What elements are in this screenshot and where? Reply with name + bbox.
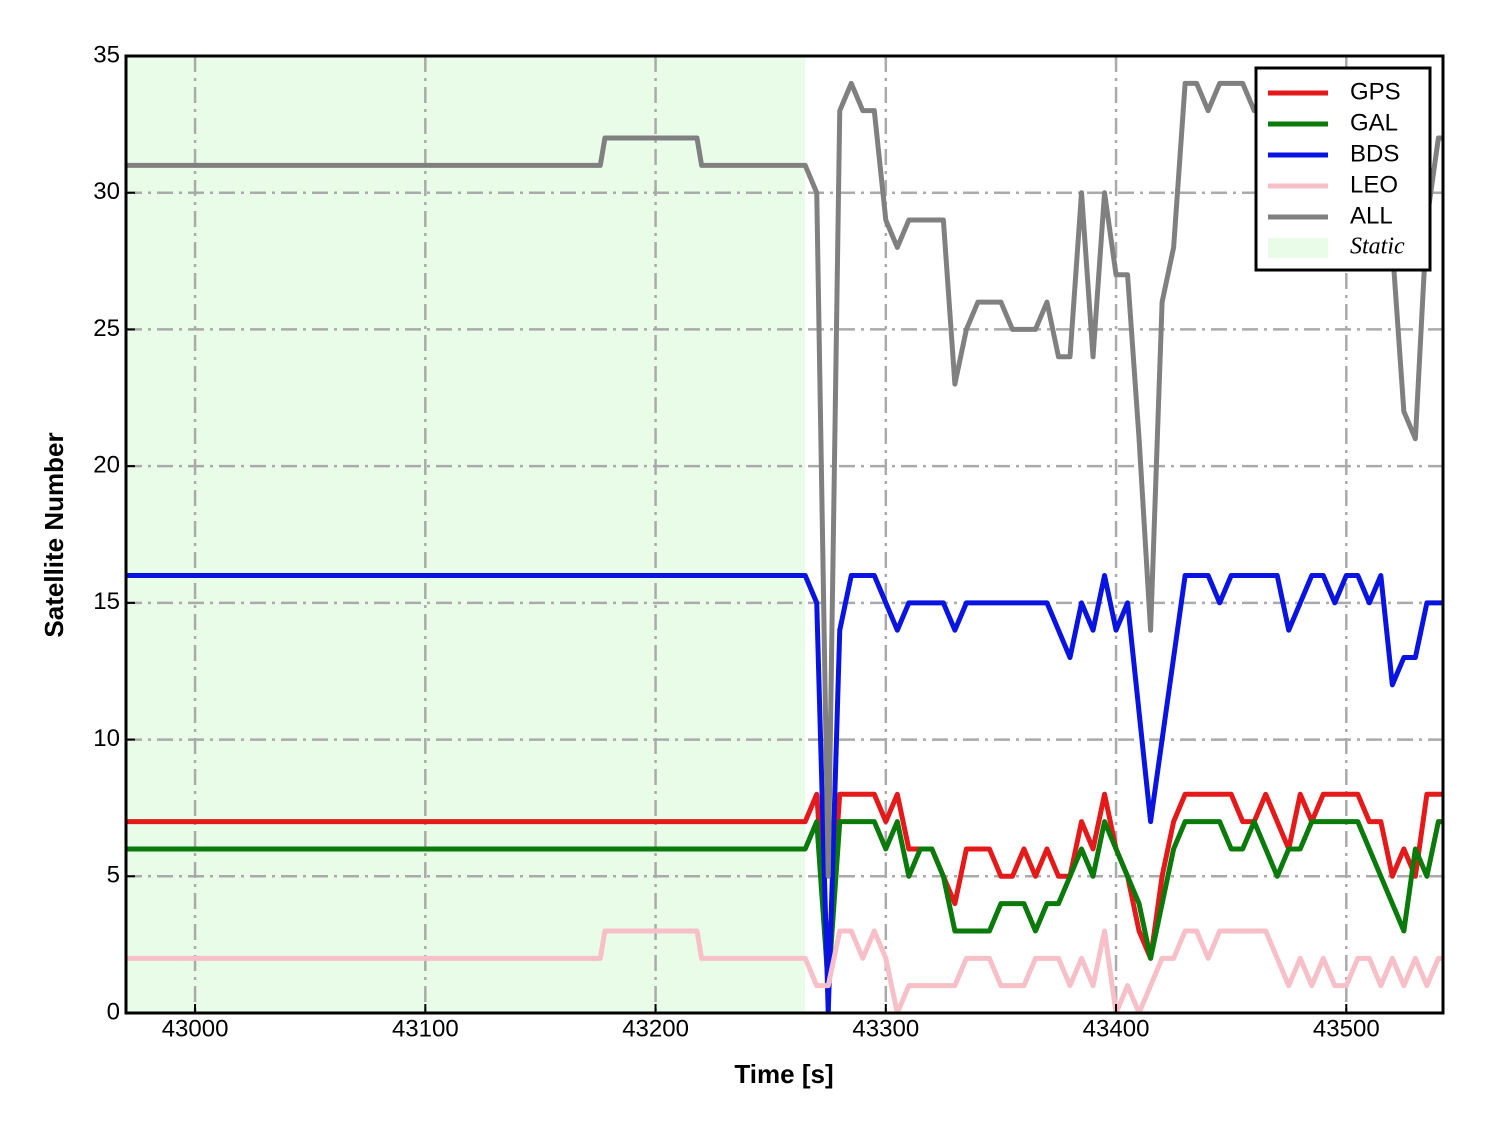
- y-tick-label: 5: [107, 862, 120, 889]
- y-tick-label: 35: [93, 41, 120, 68]
- series-line: [126, 928, 1443, 1013]
- plot-area: [126, 56, 1443, 1013]
- series-line: [126, 791, 1443, 961]
- legend-swatch: [1268, 238, 1328, 258]
- x-tick-label: 43300: [852, 1015, 919, 1042]
- legend-label: Static: [1350, 234, 1405, 260]
- legend-label: BDS: [1350, 140, 1399, 167]
- static-span: [126, 56, 806, 1013]
- x-tick-label: 43500: [1313, 1015, 1380, 1042]
- legend-label: GPS: [1350, 78, 1401, 105]
- x-tick-label: 43400: [1083, 1015, 1150, 1042]
- y-tick-label: 20: [93, 451, 120, 478]
- legend-label: LEO: [1350, 171, 1398, 198]
- y-tick-label: 0: [107, 998, 120, 1025]
- x-tick-label: 43100: [392, 1015, 459, 1042]
- x-axis-title: Time [s]: [734, 1059, 833, 1089]
- legend-label: ALL: [1350, 202, 1393, 229]
- legend-box: [1254, 66, 1432, 272]
- y-tick-label: 10: [93, 725, 120, 752]
- y-tick-label: 30: [93, 178, 120, 205]
- x-tick-label: 43200: [622, 1015, 689, 1042]
- legend: GPS GAL BDS LEO ALL Static: [1254, 66, 1432, 272]
- y-tick-label: 15: [93, 588, 120, 615]
- x-tick-label: 43000: [162, 1015, 229, 1042]
- series-line: [126, 819, 1443, 989]
- y-tick-label: 25: [93, 315, 120, 342]
- legend-label: GAL: [1350, 109, 1398, 136]
- series-line: [126, 573, 1443, 1013]
- y-axis-title: Satellite Number: [39, 432, 69, 637]
- plot-frame: [124, 54, 1445, 1015]
